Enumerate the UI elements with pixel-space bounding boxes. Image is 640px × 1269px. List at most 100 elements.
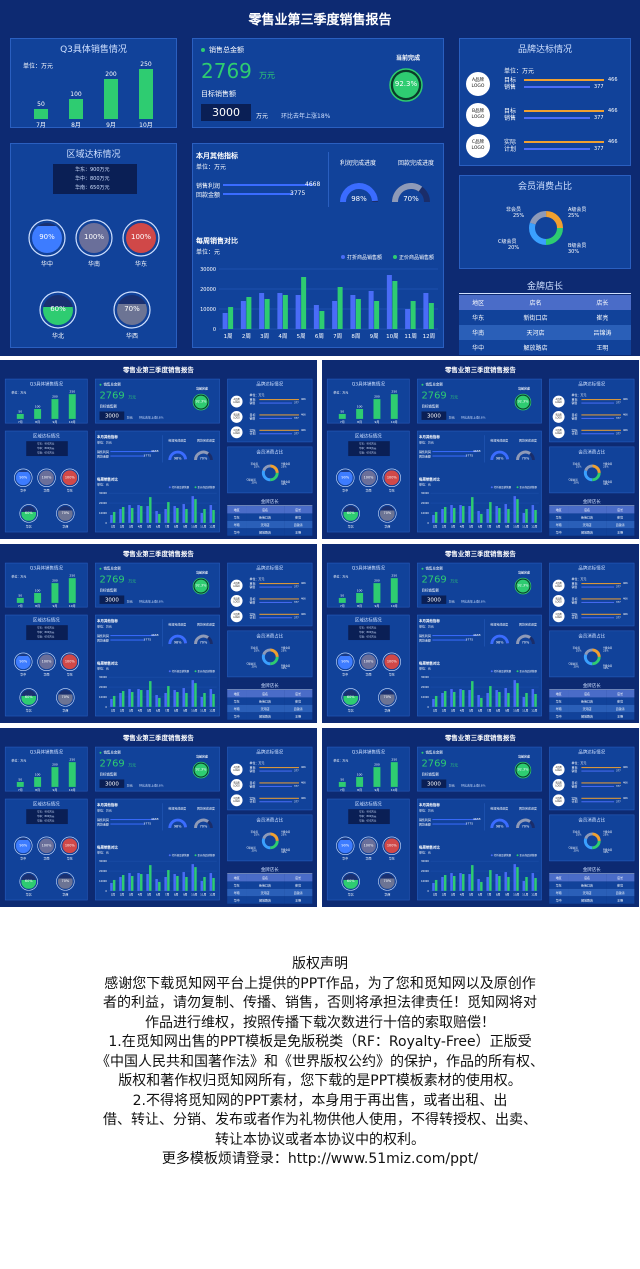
member-donut <box>261 464 279 482</box>
weekly-bar <box>130 876 134 891</box>
table-row: 华南 天河店 吕锦涛 <box>549 520 635 529</box>
weekly-bar <box>410 301 416 329</box>
weekly-bar <box>495 874 498 891</box>
x-tick-label: 12周 <box>531 524 537 528</box>
brand-title: 品牌达标情况 <box>578 566 606 572</box>
weekly-bar <box>140 874 143 891</box>
q3-bar-label: 200 <box>52 395 58 399</box>
stores-table: 地区 店名 店长 华东 新街口店 崔亮 华南 天河店 吕锦涛 华中 解放路店 王明 <box>549 506 635 536</box>
weekly-bar <box>146 506 149 523</box>
other-title: 本月其他指标 <box>419 803 440 808</box>
weekly-bar <box>432 698 435 707</box>
weekly-bar <box>434 695 438 707</box>
weekly-bar <box>173 874 176 891</box>
brand-value-target: 466 <box>300 398 306 402</box>
q3-bar <box>34 109 48 119</box>
x-tick-label: 9周 <box>505 892 510 896</box>
q3-title: Q3具体销售情况 <box>29 566 63 572</box>
region-panel: 区域达标情况 华东：900万元 华中：800万元 华南：650万元 90% 华中 1… <box>326 430 410 533</box>
member-b: B级会员 30% <box>568 243 587 255</box>
weekly-bar <box>130 508 134 523</box>
table-cell: 华南 <box>472 330 485 337</box>
member-donut <box>261 832 279 850</box>
region-value: 100% <box>130 233 151 241</box>
brand-value-actual: 377 <box>294 616 299 620</box>
brand-unit: 单位：万元 <box>571 761 587 766</box>
brand-bar-target <box>259 429 299 431</box>
weekly-bar <box>194 499 197 523</box>
region-name: 华中 <box>20 489 27 493</box>
table-row: 华中 解放路店 王明 <box>459 340 631 355</box>
x-tick-label: 6周 <box>156 892 161 896</box>
q3-bar-label: 200 <box>374 395 380 399</box>
gauge-collect-label: 回款完成进度 <box>398 160 435 167</box>
table-cell: 崔亮 <box>295 883 302 888</box>
brand-panel: 品牌达标情况 单位：万元 A品牌 LOGO 目标 销售 466 377 B品牌 LOGO… <box>549 378 635 443</box>
stores-title: 金牌店长 <box>526 282 563 292</box>
stores-header-cell: 地区 <box>472 300 485 307</box>
complete-value: 92.3% <box>517 583 529 588</box>
x-tick-label: 10周 <box>191 892 197 896</box>
weekly-bar <box>146 874 149 891</box>
weekly-bar <box>392 281 398 329</box>
slide-thumbnail[interactable]: 零售业第三季度销售报告 Q3具体销售情况 单位：万元 50 7月 100 8月 200 9… <box>0 728 317 907</box>
region-name: 华东 <box>388 673 395 677</box>
q3-bar-label: 100 <box>70 91 82 98</box>
weekly-bar <box>516 683 519 707</box>
y-tick-label: 10000 <box>421 511 429 515</box>
q3-bar-chart: 50 7月 100 8月 200 9月 250 10月 <box>34 61 153 129</box>
q3-bar-chart: 50 7月 100 8月 200 9月 250 10月 <box>16 574 76 608</box>
x-tick-label: 1周 <box>433 892 438 896</box>
table-cell: 华东 <box>555 699 562 704</box>
region-value: 100% <box>64 659 75 664</box>
legend-marker <box>194 854 197 857</box>
brand-bar-target <box>524 110 604 112</box>
region-gauge: 60% 华北 <box>341 504 360 529</box>
brand-value-target: 466 <box>608 139 618 145</box>
x-tick-label: 4周 <box>138 892 143 896</box>
x-tick-label: 5周 <box>297 333 306 340</box>
x-tick-label: 6周 <box>478 892 483 896</box>
slide-thumbnail[interactable]: 零售业第三季度销售报告 Q3具体销售情况 单位：万元 50 7月 100 8月 200 9… <box>322 728 639 907</box>
slide-thumbnail[interactable]: 零售业第三季度销售报告 Q3具体销售情况 单位：万元 50 7月 100 8月 200 9… <box>322 544 639 723</box>
table-cell: 华东 <box>233 699 240 704</box>
region-legend-central: 华中：800万元 <box>37 447 55 451</box>
region-name: 华南 <box>43 489 50 493</box>
slide-thumbnail[interactable]: 零售业第三季度销售报告 Q3具体销售情况 单位：万元 50 7月 100 8月 200 9… <box>0 544 317 723</box>
weekly-bar <box>498 692 501 707</box>
weekly-title: 每周销售对比 <box>419 661 440 666</box>
weekly-bar <box>513 680 516 707</box>
weekly-bar <box>259 293 265 329</box>
legend-marker <box>168 670 171 673</box>
region-value: 100% <box>41 659 52 664</box>
complete-label: 当前完成 <box>196 387 208 391</box>
x-tick-label: 12周 <box>531 892 537 896</box>
region-legend-box: 华东：900万元 华中：800万元 华南：650万元 <box>26 809 68 825</box>
other-title: 本月其他指标 <box>97 435 118 440</box>
member-non: 非会员 25% <box>506 207 525 219</box>
region-value: 90% <box>19 475 28 480</box>
weekly-bar <box>173 690 176 707</box>
target-value: 3000 <box>421 411 447 420</box>
weekly-bar <box>128 505 131 523</box>
weekly-bar <box>155 510 158 523</box>
stores-header-cell: 地区 <box>555 692 562 696</box>
member-b: B级会员 30% <box>281 664 291 671</box>
region-name: 华中 <box>20 673 27 677</box>
brand-logo: A品牌 LOGO <box>552 395 565 408</box>
region-gauge: 100% 华南 <box>37 652 56 677</box>
weekly-bar <box>185 692 188 707</box>
metric-profit-label: 销售利润 <box>97 634 109 639</box>
brand-value-actual: 377 <box>616 600 621 604</box>
region-name: 华西 <box>384 892 391 897</box>
brand-value-actual: 377 <box>616 585 621 589</box>
slide-thumbnail[interactable]: 零售业第三季度销售报告 Q3具体销售情况 单位：万元 50 7月 100 8月 200 9… <box>0 360 317 539</box>
slide-thumbnail[interactable]: 零售业第三季度销售报告 Q3具体销售情况 单位：万元 50 7月 100 8月 200 9… <box>322 360 639 539</box>
member-title: 会员消费占比 <box>578 634 606 640</box>
legend-marker <box>516 854 519 857</box>
stores-header-cell: 地区 <box>555 876 562 880</box>
gauge-arc <box>340 183 378 203</box>
region-gauge: 60% 华北 <box>19 504 38 529</box>
copyright-line: 版权和著作权归觅知网所有，您下载的是PPT模板素材的使用权。 <box>118 1073 522 1089</box>
brand-unit: 单位：万元 <box>249 761 265 766</box>
